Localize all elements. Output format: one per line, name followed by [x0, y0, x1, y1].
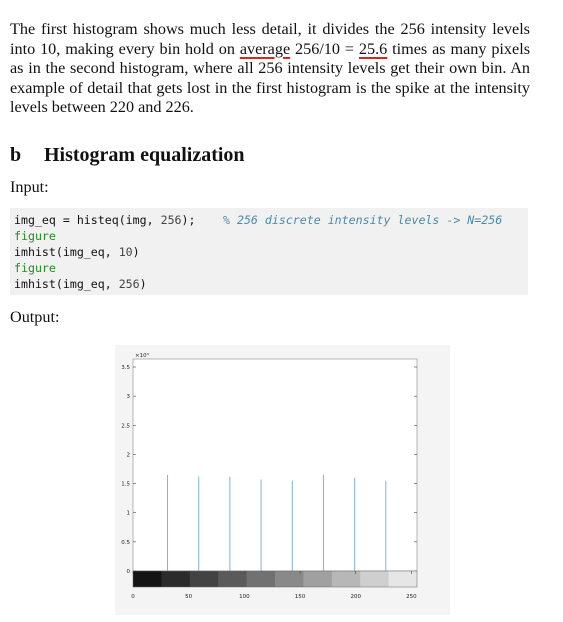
paragraph: The first histogram shows much less deta…: [10, 20, 530, 116]
plot-area: [132, 358, 418, 572]
colorbar-segment: [246, 571, 276, 587]
x-tick-label: 200: [350, 594, 361, 600]
y-tick-label: 2: [127, 452, 131, 458]
y-tick-label: 0.5: [121, 540, 130, 546]
output-label: Output:: [10, 308, 60, 326]
x-tick-label: 0: [131, 594, 135, 600]
y-tick-label: 0: [127, 569, 131, 575]
colorbar-segment: [133, 571, 162, 587]
input-label: Input:: [10, 178, 49, 196]
x-tick-label: 100: [239, 594, 250, 600]
x-tick-label: 50: [185, 594, 192, 600]
colorbar-segment: [360, 571, 390, 587]
histogram-figure: 0 0.5 1 1.5 2 2.5 3 3.5 ×10⁴ 0 50 100 150 200 250: [115, 345, 450, 615]
underlined-value: 25.6: [358, 39, 388, 58]
colorbar-segment: [388, 571, 418, 587]
colorbar-segment: [275, 571, 304, 587]
section-heading: b Histogram equalization: [10, 144, 245, 167]
y-tick-label: 2.5: [121, 423, 130, 429]
colorbar-frame: [132, 570, 418, 588]
y-tick-label: 1: [127, 511, 131, 517]
x-tick-label: 250: [406, 594, 417, 600]
colorbar-segment: [161, 571, 191, 587]
colorbar-segment: [218, 571, 248, 587]
x-tick-label: 150: [295, 594, 306, 600]
colorbar-segment: [331, 571, 361, 587]
y-multiplier-label: ×10⁴: [135, 352, 150, 359]
histogram-chart: 0 0.5 1 1.5 2 2.5 3 3.5 ×10⁴ 0 50 100 150 200 250: [121, 352, 418, 600]
section-number: b: [10, 144, 22, 166]
code-block: img_eq = histeq(img, 256);% 256 discrete…: [10, 208, 528, 295]
section-title: Histogram equalization: [44, 144, 245, 166]
y-tick-label: 1.5: [121, 482, 130, 488]
code-comment: % 256 discrete intensity levels -> N=256: [223, 213, 503, 227]
y-tick-label: 3: [127, 394, 131, 400]
underlined-average: average: [239, 39, 291, 58]
y-tick-label: 3.5: [121, 365, 130, 371]
colorbar-segment: [303, 571, 333, 587]
colorbar-segment: [189, 571, 219, 587]
